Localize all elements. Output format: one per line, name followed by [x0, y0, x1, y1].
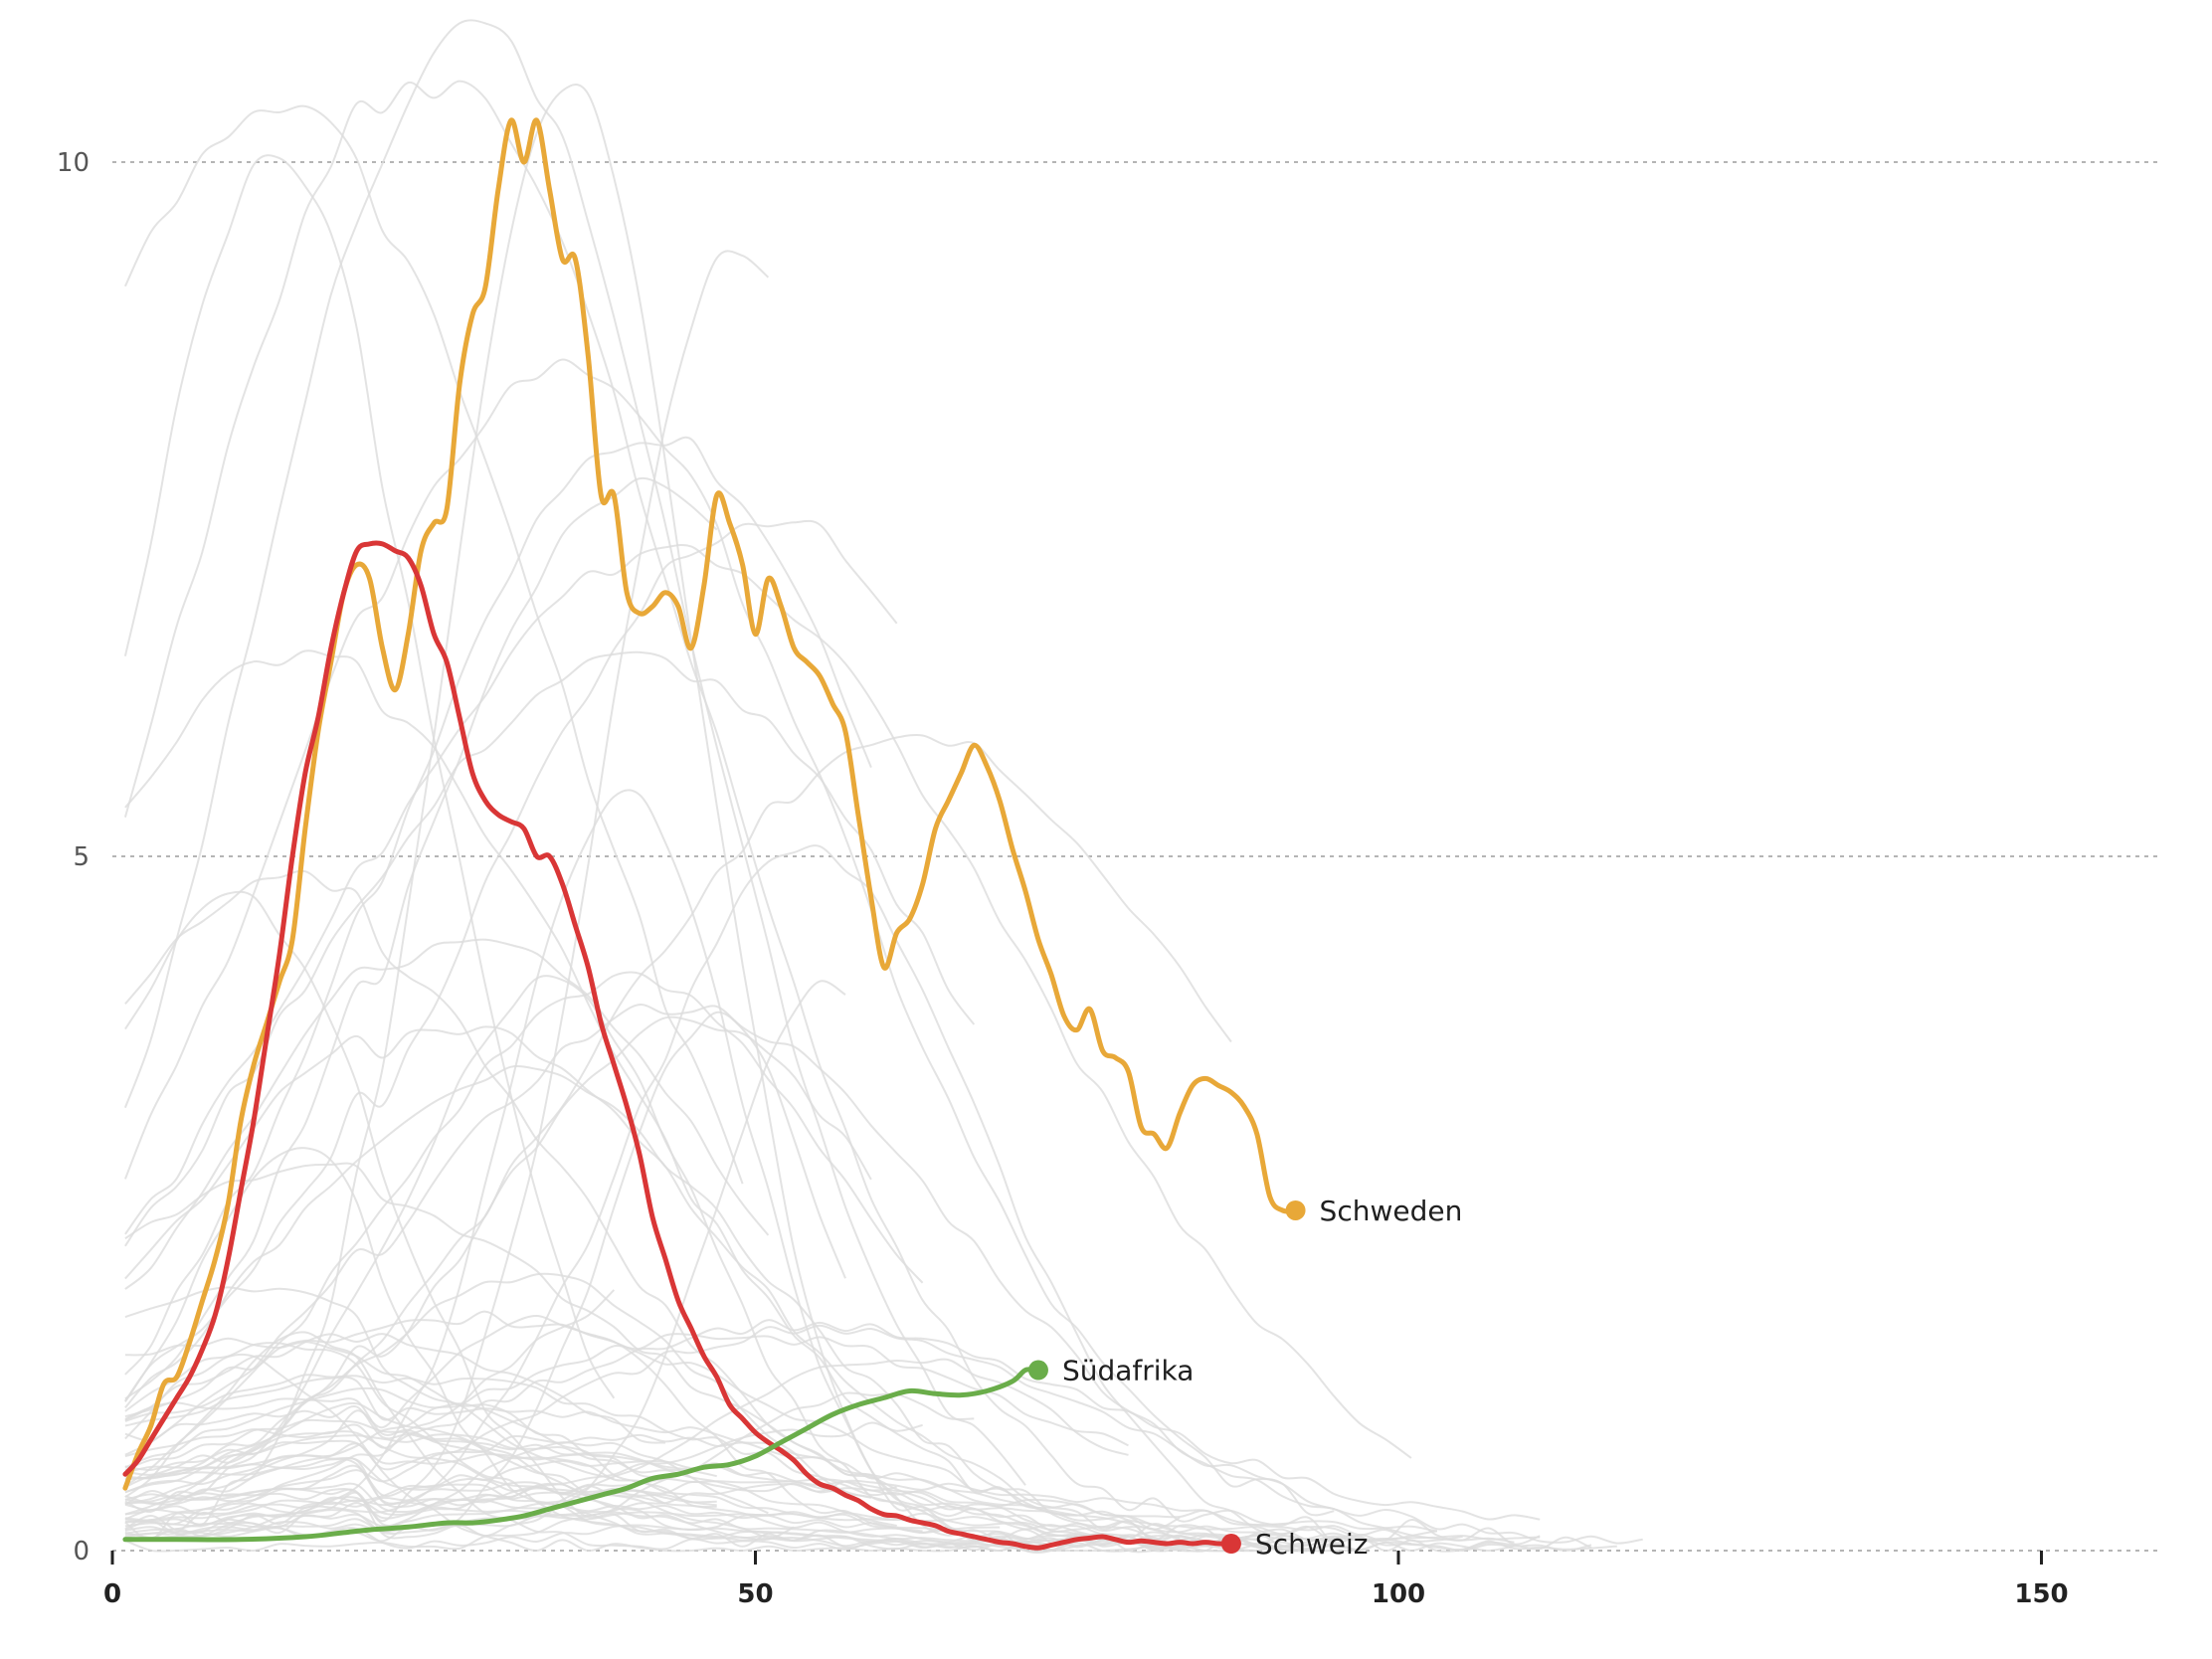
- background-series-line: [124, 975, 1052, 1545]
- background-series-line: [124, 733, 1232, 1505]
- background-series-line: [124, 938, 770, 1290]
- y-axis: 0 5 10: [57, 148, 90, 1567]
- series-label: Südafrika: [1062, 1355, 1194, 1387]
- background-series-line: [124, 1025, 1181, 1531]
- gridlines: [112, 161, 2160, 1552]
- series-end-point: [1027, 1360, 1048, 1381]
- series-line: [122, 540, 1234, 1551]
- background-series-line: [124, 1337, 666, 1479]
- background-series-line: [124, 1479, 1463, 1543]
- highlighted-series: [122, 117, 1306, 1555]
- background-series-line: [124, 980, 846, 1540]
- background-series-line: [124, 250, 770, 1537]
- background-series-line: [124, 1391, 975, 1553]
- background-series-lines: [123, 19, 1643, 1554]
- series-labels: Schweden Schweiz Südafrika: [1062, 1195, 1462, 1561]
- series-label: Schweiz: [1255, 1528, 1369, 1561]
- x-tick-label: 0: [103, 1579, 121, 1609]
- y-tick-label: 10: [57, 148, 90, 178]
- background-series-line: [124, 1428, 1515, 1553]
- background-series-line: [124, 1065, 1283, 1552]
- background-series-line: [124, 649, 1309, 1548]
- background-series-line: [123, 19, 1026, 1486]
- background-series-line: [123, 154, 616, 1399]
- x-axis: 0 50 100 150: [103, 1551, 2069, 1609]
- series-label: Schweden: [1320, 1195, 1463, 1227]
- x-tick-label: 50: [737, 1579, 773, 1609]
- background-series-line: [124, 1418, 1257, 1553]
- background-series-line: [124, 1272, 872, 1516]
- background-series-line: [124, 1004, 1515, 1544]
- series-end-point: [1220, 1534, 1241, 1555]
- y-tick-label: 0: [73, 1537, 90, 1567]
- background-series-line: [123, 80, 1541, 1546]
- background-series-line: [124, 519, 898, 1402]
- background-series-line: [124, 1333, 666, 1444]
- background-series-line: [124, 1333, 1129, 1516]
- x-tick-label: 100: [1372, 1579, 1425, 1609]
- background-series-line: [124, 1457, 1438, 1533]
- series-line: [122, 1367, 1041, 1543]
- background-series-line: [124, 1319, 1541, 1521]
- background-series-line: [124, 1477, 897, 1524]
- x-tick-label: 150: [2014, 1579, 2068, 1609]
- background-series-line: [124, 1314, 1077, 1543]
- y-tick-label: 5: [73, 842, 90, 872]
- background-series-line: [124, 544, 1412, 1459]
- background-series-line: [124, 1376, 1077, 1517]
- background-series-line: [124, 869, 1257, 1543]
- background-series-line: [124, 1324, 1643, 1545]
- series-line: [122, 117, 1299, 1491]
- background-series-line: [124, 844, 1335, 1547]
- background-series-line: [124, 971, 924, 1487]
- background-series-line: [124, 436, 872, 1376]
- background-series-line: [123, 104, 744, 1185]
- background-series-line: [124, 789, 1592, 1553]
- background-series-line: [124, 1439, 1541, 1541]
- series-end-point: [1285, 1199, 1306, 1220]
- background-series-line: [124, 1011, 846, 1543]
